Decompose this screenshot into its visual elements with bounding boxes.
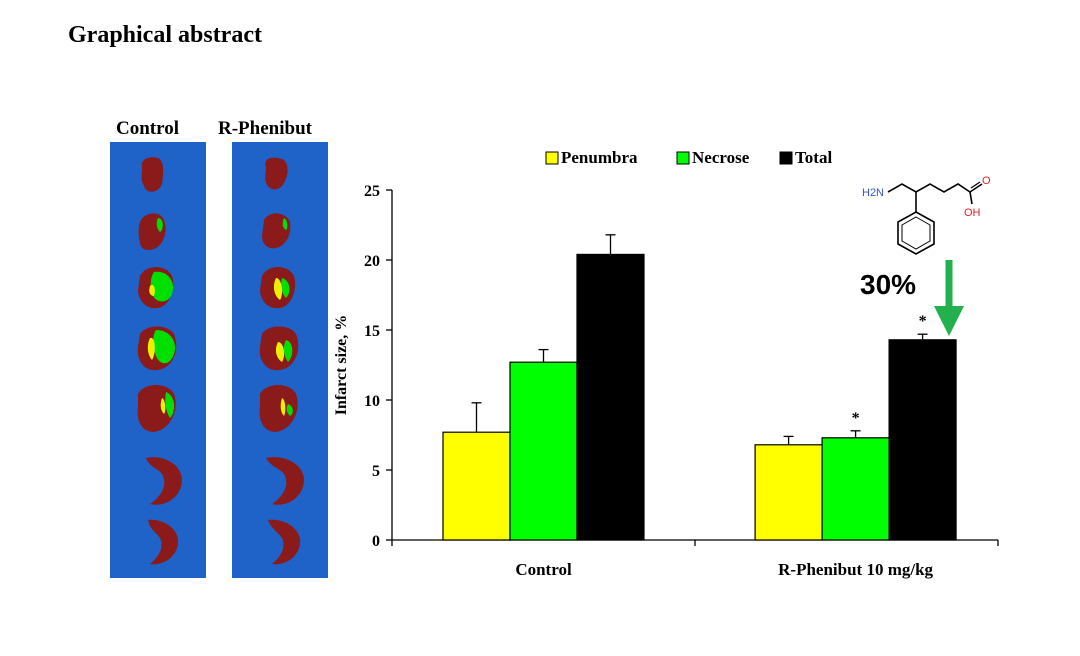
infarct-size-chart: 0 5 10 15 20 25 Infarct size, % Control R-Phenib…	[333, 148, 999, 579]
rphenibut-slice-2	[262, 213, 291, 249]
rphenibut-slice-4	[259, 326, 299, 371]
y-tick-label-1: 5	[372, 463, 380, 480]
legend-label-necrose: Necrose	[692, 148, 750, 167]
legend-label-total: Total	[795, 148, 832, 167]
y-tick-label-4: 20	[364, 253, 380, 270]
rphenibut-panel-label: R-Phenibut	[218, 118, 312, 139]
rphenibut-brain-slices-panel	[232, 142, 328, 578]
control-slice-2	[138, 213, 166, 250]
page-heading: Graphical abstract	[68, 22, 262, 48]
phenibut-molecule: H2N O OH	[862, 175, 991, 255]
category-label-0: Control	[515, 560, 572, 579]
bar-total-1	[888, 339, 957, 541]
bar-necrose-1	[821, 437, 890, 541]
reduction-arrowhead-icon	[934, 306, 964, 336]
control-panel-label: Control	[116, 118, 179, 139]
legend-swatch-necrose	[676, 151, 690, 165]
control-slice-6	[146, 457, 182, 505]
y-tick-label-5: 25	[364, 183, 380, 200]
y-axis-title: Infarct size, %	[333, 315, 350, 416]
control-slice-5	[137, 385, 176, 432]
bar-penumbra-1	[754, 444, 823, 541]
y-tick-label-3: 15	[364, 323, 380, 340]
significance-marker-1: *	[919, 313, 927, 330]
rphenibut-slice-5	[259, 385, 298, 432]
plot-area: 0 5 10 15 20 25 Infarct size, % Control R-Phenib…	[333, 183, 999, 579]
hydroxyl-label: OH	[964, 207, 981, 219]
rphenibut-brain-slices	[259, 157, 304, 565]
bar-penumbra-0	[442, 431, 511, 541]
rphenibut-slice-3	[260, 267, 296, 309]
reduction-percent-label: 30%	[860, 269, 916, 300]
rphenibut-slice-1	[265, 157, 288, 190]
amine-label: H2N	[862, 187, 884, 199]
bar-total-0	[576, 253, 645, 541]
control-brain-slices	[137, 157, 182, 565]
rphenibut-slice-7	[268, 519, 301, 565]
control-slice-7	[148, 519, 179, 565]
bar-necrose-0	[509, 361, 578, 541]
reduction-annotation: 30%	[860, 260, 964, 336]
legend-label-penumbra: Penumbra	[561, 148, 638, 167]
control-slice-1	[141, 157, 164, 192]
control-brain-slices-panel	[110, 142, 206, 578]
legend-swatch-penumbra	[545, 151, 559, 165]
control-slice-4	[137, 326, 177, 371]
chart-legend: Penumbra Necrose Total	[545, 148, 832, 167]
oxygen-label: O	[982, 175, 991, 187]
significance-marker-0: *	[852, 410, 860, 427]
rphenibut-slice-6	[266, 457, 304, 505]
category-label-1: R-Phenibut 10 mg/kg	[778, 560, 933, 579]
control-slice-3	[138, 267, 174, 309]
y-tick-label-2: 10	[364, 393, 380, 410]
y-tick-label-0: 0	[372, 533, 380, 550]
legend-swatch-total	[779, 151, 793, 165]
